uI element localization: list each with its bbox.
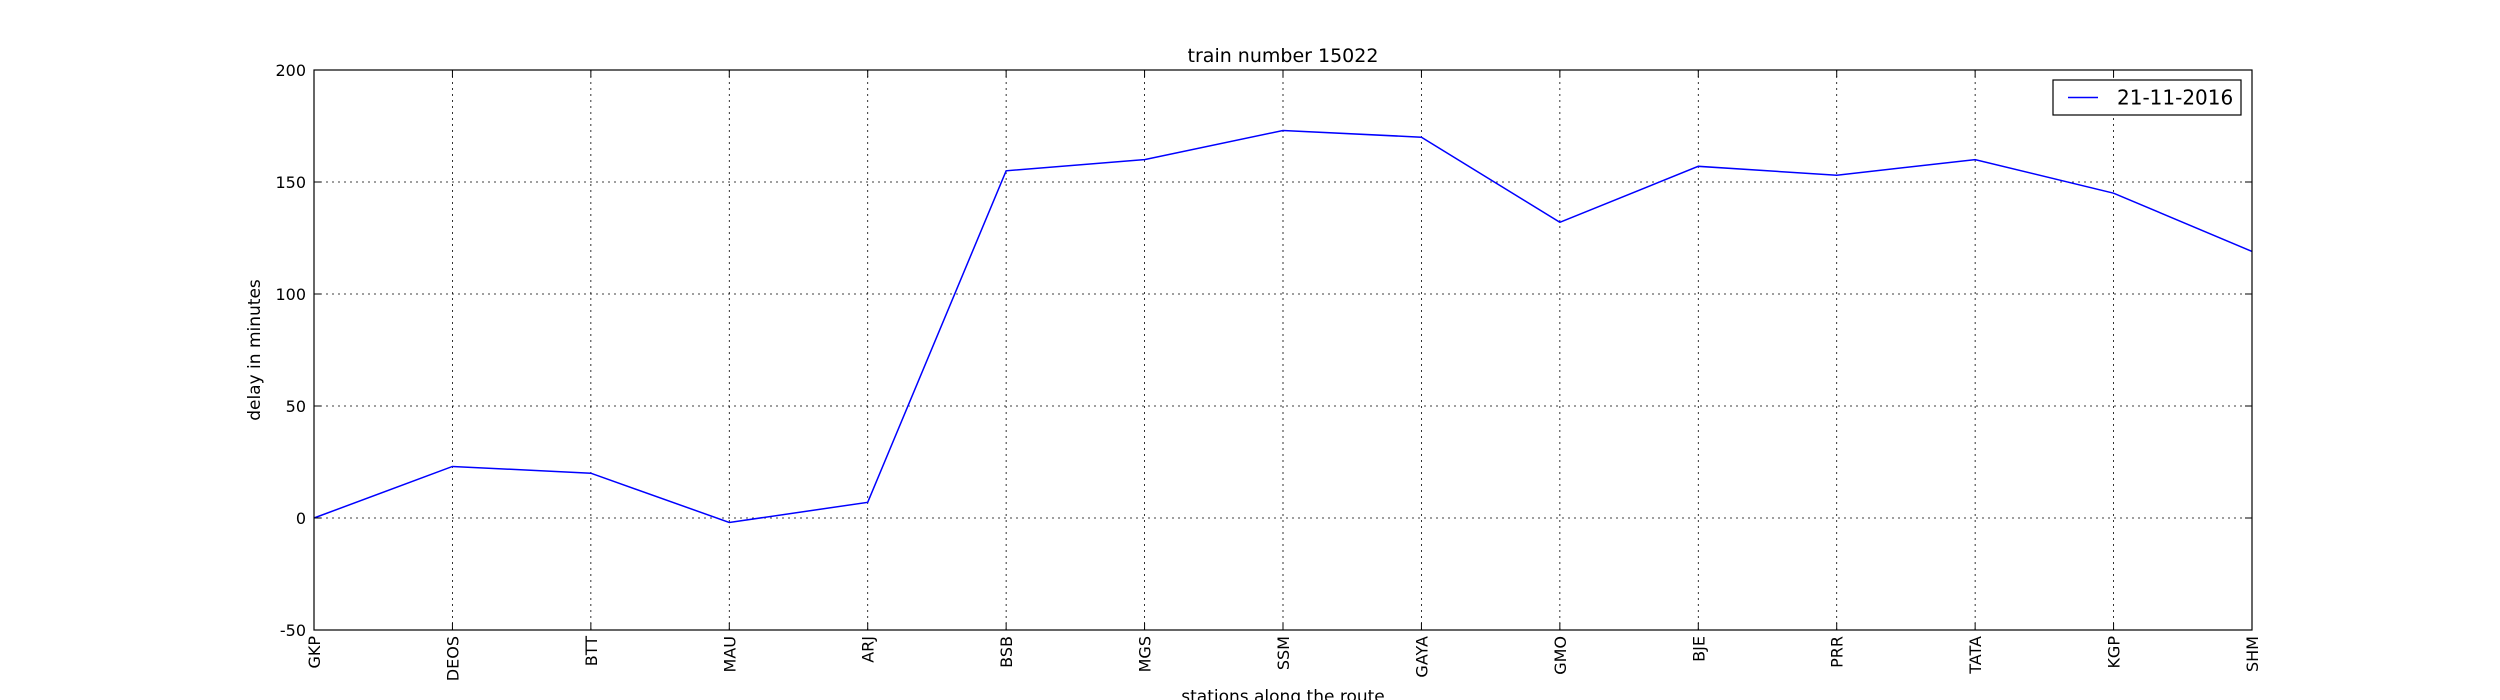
x-tick-label: GKP — [305, 636, 324, 669]
y-tick-label: 50 — [286, 397, 306, 416]
grid-lines — [314, 70, 2252, 630]
x-tick-label: SSM — [1274, 636, 1293, 670]
x-tick-label: BTT — [582, 636, 601, 666]
y-tick-label: -50 — [280, 621, 306, 640]
x-tick-label: TATA — [1966, 636, 1985, 675]
axis-ticks: GKP DEOS BTT MAU ARJ BSB MGS SSM GAYA GMO BJE PRR TA… — [275, 61, 2262, 681]
x-axis-label: stations along the route — [1181, 687, 1385, 700]
x-tick-label: PRR — [1828, 636, 1847, 668]
x-tick-label: ARJ — [859, 636, 878, 663]
x-tick-label: GAYA — [1412, 636, 1431, 678]
y-tick-label: 150 — [275, 173, 306, 192]
chart-title: train number 15022 — [1188, 45, 1379, 67]
y-tick-label: 200 — [275, 61, 306, 80]
series-layer — [313, 129, 2253, 524]
x-tick-label: BSB — [997, 636, 1016, 668]
x-tick-label: BJE — [1689, 636, 1708, 662]
x-tick-label: KGP — [2105, 636, 2124, 669]
series-line — [313, 129, 2253, 524]
x-tick-label: MAU — [720, 636, 739, 672]
y-tick-label: 100 — [275, 285, 306, 304]
y-tick-label: 0 — [296, 509, 306, 528]
x-tick-label: MGS — [1136, 636, 1155, 672]
legend: 21-11-2016 — [2052, 79, 2242, 116]
y-axis-label: delay in minutes — [245, 279, 265, 421]
x-tick-label: SHM — [2243, 636, 2262, 672]
x-tick-label: DEOS — [443, 636, 462, 681]
x-tick-label: GMO — [1551, 636, 1570, 675]
legend-label: 21-11-2016 — [2117, 86, 2233, 110]
